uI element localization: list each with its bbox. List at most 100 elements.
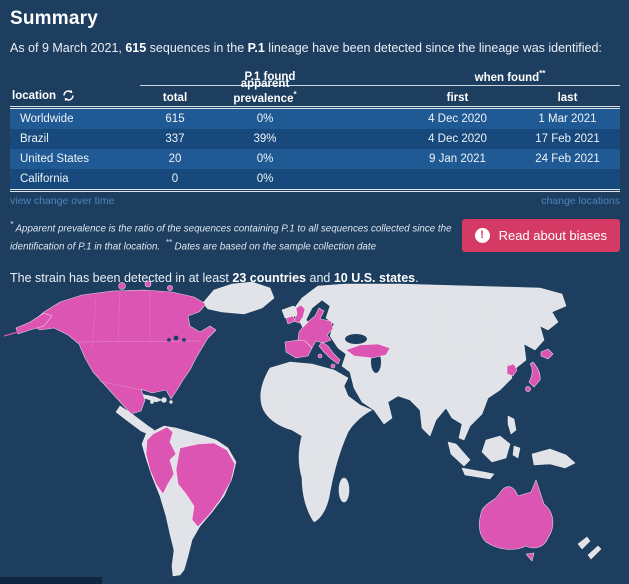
map-philippines[interactable]: [507, 415, 517, 435]
world-map[interactable]: [0, 278, 629, 584]
map-black-sea: [345, 334, 367, 344]
map-puerto-rico[interactable]: [169, 400, 173, 404]
cell-first: 4 Dec 2020: [428, 113, 487, 126]
change-locations-link[interactable]: change locations: [541, 195, 620, 208]
map-hispaniola[interactable]: [161, 397, 167, 403]
map-great-lake: [182, 338, 186, 342]
sequence-count: 615: [125, 41, 147, 55]
footnote-row: * Apparent prevalence is the ratio of th…: [10, 219, 620, 255]
read-about-biases-button[interactable]: ! Read about biases: [461, 219, 620, 253]
countries-count: 23 countries: [232, 271, 307, 286]
cell-location: California: [20, 173, 69, 186]
states-count: 10 U.S. states: [333, 271, 416, 286]
col-header-first: first: [446, 92, 469, 105]
cell-first: 9 Jan 2021: [429, 153, 486, 166]
map-north-america-highlight[interactable]: [29, 289, 217, 415]
intro-t1: As of 9 March 2021,: [10, 41, 126, 55]
group2-label: when found: [474, 71, 540, 84]
map-brazil-highlight[interactable]: [175, 442, 236, 528]
prevalence-label: apparent prevalence: [233, 77, 294, 105]
table-row: Worldwide 615 0% 4 Dec 2020 1 Mar 2021: [10, 109, 620, 130]
location-header: location: [10, 89, 140, 104]
map-sardinia[interactable]: [317, 353, 323, 359]
map-iberia-highlight[interactable]: [284, 339, 313, 359]
footnote-sup1: *: [10, 220, 14, 230]
biases-button-label: Read about biases: [498, 228, 607, 244]
map-uk-highlight[interactable]: [293, 304, 306, 324]
table-row: Brazil 337 39% 4 Dec 2020 17 Feb 2021: [10, 129, 620, 150]
cell-total: 0: [171, 173, 179, 186]
map-greenland[interactable]: [202, 281, 275, 315]
strain-t2: and: [306, 271, 334, 286]
prevalence-sup: *: [293, 89, 297, 99]
cell-prevalence: 0%: [256, 113, 274, 126]
table-row: California 0 0%: [10, 169, 620, 190]
map-border-us-canada: [78, 340, 202, 343]
cell-location: Brazil: [20, 133, 49, 146]
map-colombia-peru-highlight[interactable]: [145, 426, 177, 495]
bottom-edge-strip: [0, 577, 102, 584]
table-body: Worldwide 615 0% 4 Dec 2020 1 Mar 2021 B…: [10, 109, 620, 193]
swap-locations-icon[interactable]: [62, 89, 75, 102]
cell-last: 17 Feb 2021: [535, 133, 600, 146]
map-italy-highlight[interactable]: [318, 341, 341, 365]
group2-sup: **: [539, 68, 546, 78]
map-java[interactable]: [461, 467, 495, 480]
cell-total: 20: [168, 153, 182, 166]
group-header-when-found: when found**: [400, 69, 620, 87]
map-border-lines: [91, 291, 151, 349]
map-border-lines-asia: [369, 297, 541, 389]
map-great-lake: [167, 338, 171, 342]
map-kyushu[interactable]: [525, 386, 531, 392]
intro-t3: lineage have been detected since the lin…: [264, 41, 602, 55]
cell-last: 1 Mar 2021: [538, 113, 597, 126]
map-turkey-highlight[interactable]: [345, 343, 391, 359]
lineage-name: P.1: [247, 41, 265, 55]
view-change-over-time-link[interactable]: view change over time: [10, 195, 115, 208]
strain-t3: .: [415, 271, 419, 286]
cell-total: 615: [165, 113, 185, 126]
map-border-lines-africa: [263, 389, 345, 487]
map-africa[interactable]: [260, 361, 373, 523]
map-sulawesi[interactable]: [512, 445, 521, 459]
cell-first: 4 Dec 2020: [428, 133, 487, 146]
map-tasmania-highlight[interactable]: [525, 552, 535, 562]
cell-prevalence: 0%: [256, 173, 274, 186]
cell-location: United States: [20, 153, 90, 166]
exclamation-circle-icon: !: [474, 228, 490, 244]
map-borneo[interactable]: [481, 435, 511, 463]
map-sumatra[interactable]: [447, 441, 471, 467]
cell-location: Worldwide: [20, 113, 74, 126]
lineage-table: location P.1 found when found** total ap…: [10, 69, 620, 207]
map-australia-highlight[interactable]: [479, 479, 554, 550]
map-new-guinea[interactable]: [531, 448, 576, 469]
map-sicily[interactable]: [330, 363, 336, 369]
map-hokkaido-highlight[interactable]: [540, 348, 554, 360]
page-title: Summary: [10, 8, 98, 29]
map-arctic-island[interactable]: [118, 282, 126, 290]
map-border-us-mexico: [98, 380, 147, 392]
map-south-korea-highlight[interactable]: [506, 363, 518, 377]
group1-label: P.1 found: [244, 71, 296, 84]
map-border-lines-south-america: [173, 491, 191, 537]
map-arctic-island[interactable]: [167, 285, 173, 291]
map-great-lake: [173, 335, 179, 341]
footnote-text1: Apparent prevalence is the ratio of the …: [10, 223, 452, 253]
map-arctic-island[interactable]: [144, 280, 152, 288]
map-jamaica[interactable]: [150, 400, 154, 404]
map-eurasia[interactable]: [295, 283, 567, 441]
cell-prevalence: 0%: [256, 153, 274, 166]
map-alaska-highlight[interactable]: [15, 312, 53, 335]
footnote-sup2: **: [165, 238, 172, 248]
map-madagascar[interactable]: [338, 477, 350, 503]
map-new-zealand-south[interactable]: [587, 545, 602, 560]
table-links: view change over time change locations: [10, 195, 620, 207]
col-header-total: total: [162, 92, 188, 105]
table-row: United States 20 0% 9 Jan 2021 24 Feb 20…: [10, 149, 620, 170]
map-new-zealand-north[interactable]: [577, 536, 591, 550]
intro-t2: sequences in the: [146, 41, 248, 55]
map-honshu-highlight[interactable]: [528, 361, 541, 388]
strain-summary-text: The strain has been detected in at least…: [10, 271, 620, 285]
intro-text: As of 9 March 2021, 615 sequences in the…: [10, 39, 620, 58]
